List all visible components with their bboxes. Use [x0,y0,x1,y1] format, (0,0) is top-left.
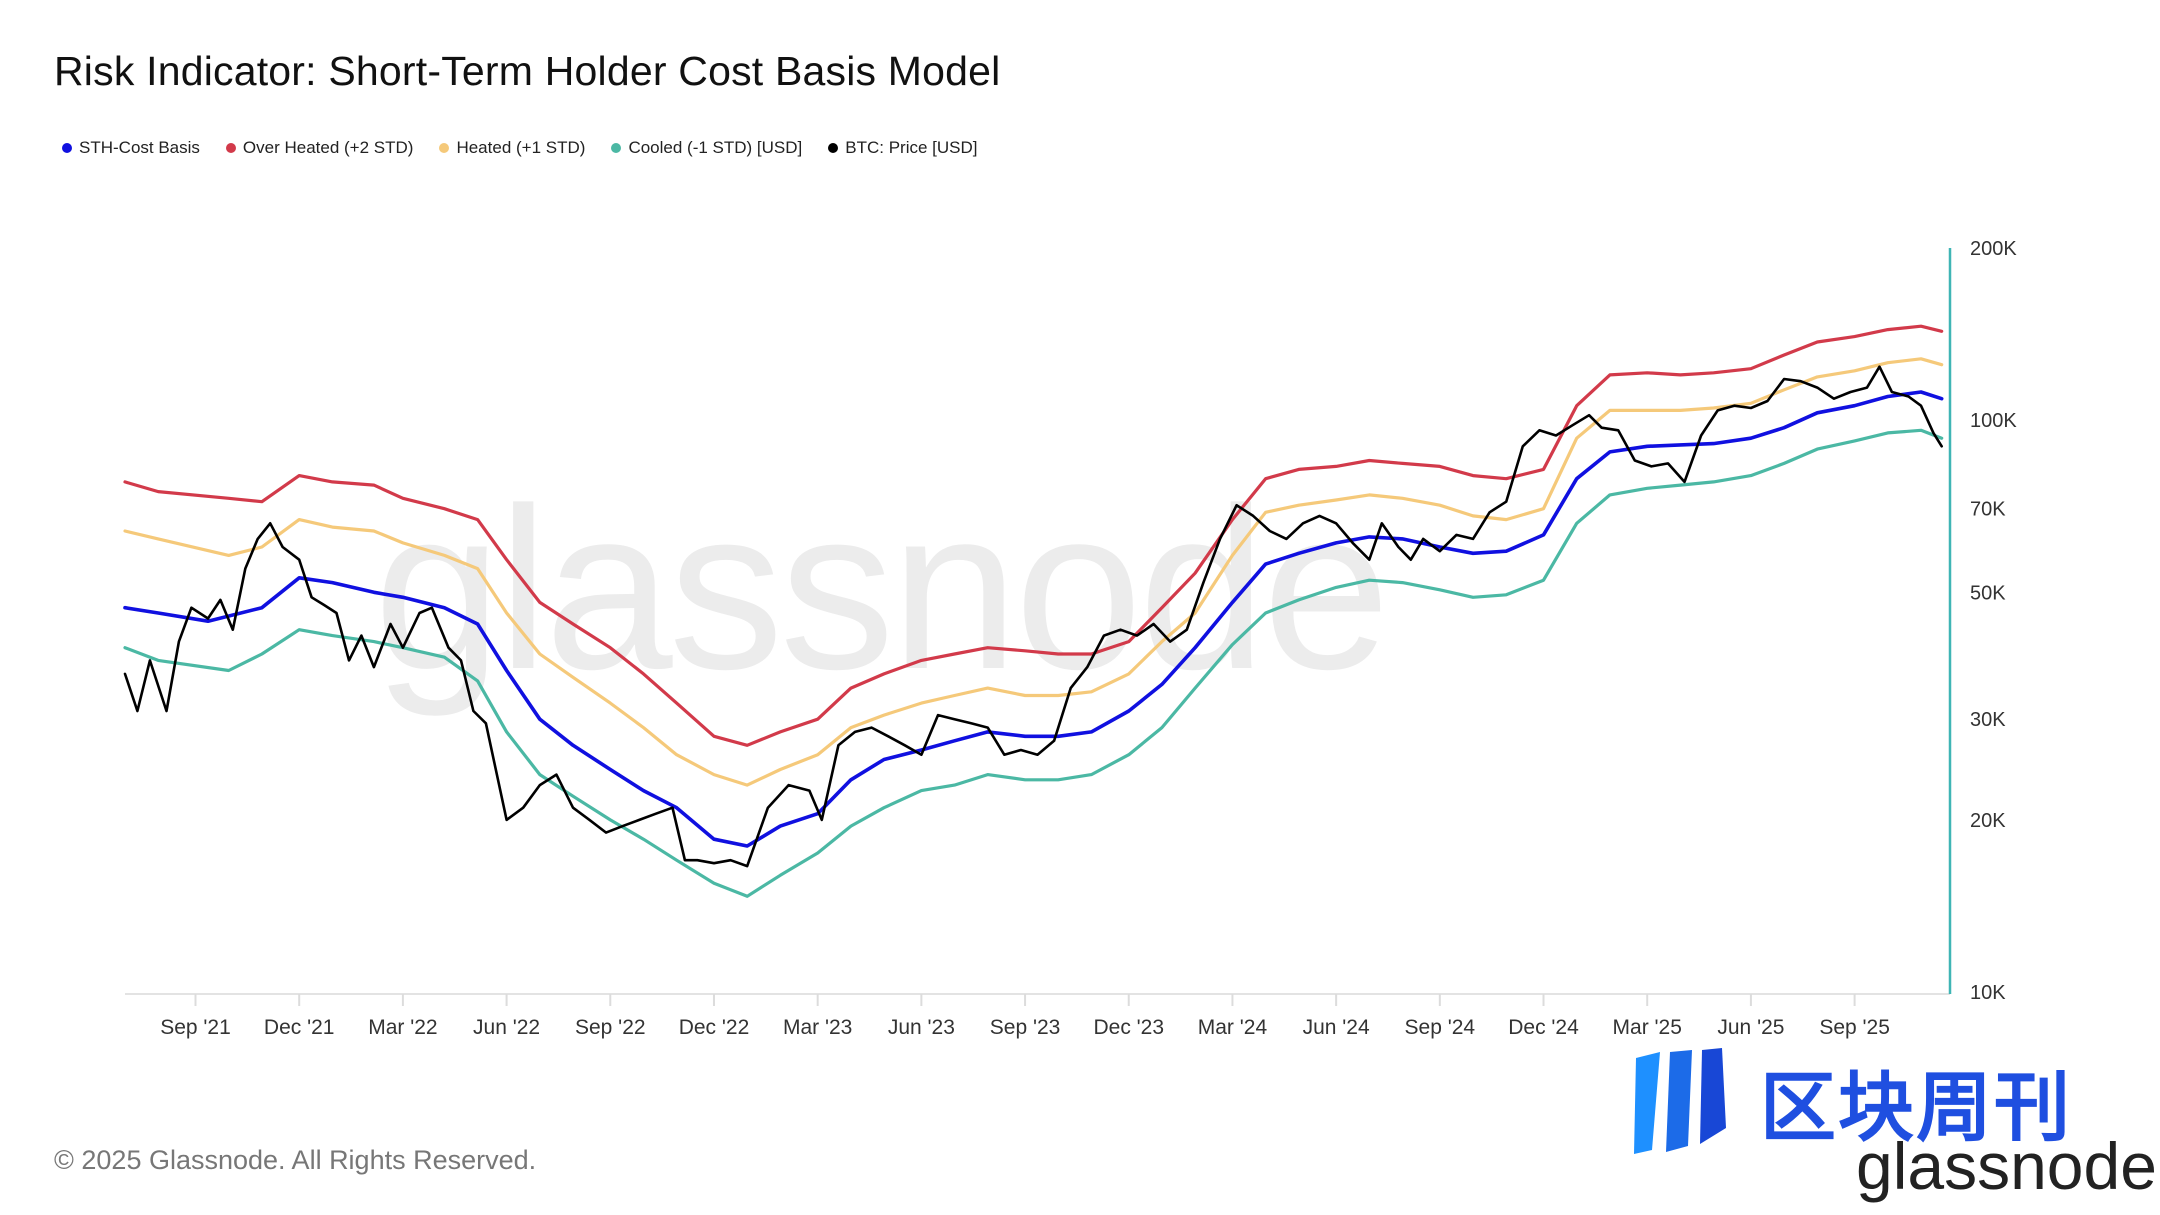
legend-item-btc-price[interactable]: BTC: Price [USD] [828,138,978,158]
legend-dot-over-heated [225,143,236,153]
watermark-glassnode: glassnode [374,460,1387,717]
page-title: Risk Indicator: Short-Term Holder Cost B… [54,48,1001,94]
x-tick-label: Jun '23 [888,1016,955,1039]
x-tick-label: Mar '25 [1613,1016,1682,1039]
legend-dot-heated [439,143,450,153]
y-tick-label: 30K [1970,709,2006,731]
x-tick-label: Sep '21 [160,1016,231,1039]
legend-label-cooled: Cooled (-1 STD) [USD] [628,138,803,157]
y-tick-label: 100K [1970,410,2017,432]
legend-item-heated[interactable]: Heated (+1 STD) [439,138,585,158]
y-tick-label: 20K [1970,810,2006,832]
legend-item-cooled[interactable]: Cooled (-1 STD) [USD] [611,138,802,158]
x-tick-label: Sep '25 [1819,1016,1890,1039]
x-tick-label: Dec '23 [1093,1016,1164,1039]
x-tick-label: Mar '24 [1198,1016,1268,1039]
x-tick-label: Dec '21 [264,1016,335,1039]
y-tick-label: 50K [1970,582,2006,604]
x-tick-label: Jun '24 [1303,1016,1370,1039]
legend-label-heated: Heated (+1 STD) [456,138,586,157]
chart-plot: glassnode Sep '21 Dec '21 Mar '22 Jun '22 Se… [123,238,2017,1039]
legend-label-sth-cost-basis: STH-Cost Basis [79,138,200,157]
legend-label-btc-price: BTC: Price [USD] [845,138,978,157]
x-tick-label: Sep '23 [990,1016,1061,1039]
y-tick-label: 70K [1970,499,2006,521]
legend-dot-sth-cost-basis [62,143,72,153]
brand-logo: 区块周刊 glassnode [1620,1040,2160,1215]
series-line-over-heated-2-std [123,324,1944,747]
legend-label-over-heated: Over Heated (+2 STD) [242,138,414,157]
copyright-text: © 2025 Glassnode. All Rights Reserved. [54,1145,537,1175]
series-line-heated-1-std [123,357,1944,787]
x-tick-label: Mar '22 [368,1016,437,1039]
series-line-sth-cost-basis [123,390,1944,848]
legend-item-over-heated[interactable]: Over Heated (+2 STD) [225,138,414,158]
legend-dot-btc-price [828,143,839,153]
y-tick-label: 200K [1970,238,2017,260]
x-tick-label: Sep '22 [575,1016,646,1039]
brand-en-text: glassnode [1856,1129,2157,1203]
brand-cn-text: 区块周刊 [1760,1063,2072,1152]
x-tick-label: Sep '24 [1405,1016,1476,1039]
x-tick-label: Dec '24 [1508,1016,1579,1039]
series-line-cooled-1-std-usd [123,428,1944,898]
x-tick-label: Mar '23 [783,1016,852,1039]
chart-axes: Sep '21 Dec '21 Mar '22 Jun '22 Sep '22 Dec '… [125,238,2017,1039]
chart-legend: STH-Cost Basis Over Heated (+2 STD) Heat… [62,138,978,158]
y-tick-label: 10K [1970,982,2006,1004]
legend-dot-cooled [611,143,622,153]
series-line-btc-price-usd [123,365,1943,868]
x-tick-label: Jun '25 [1717,1016,1784,1039]
chart-series [123,324,1944,898]
legend-item-sth-cost-basis[interactable]: STH-Cost Basis [62,138,200,158]
x-tick-label: Jun '22 [473,1016,540,1039]
x-tick-label: Dec '22 [679,1016,750,1039]
brand-mark-icon [1634,1048,1726,1154]
